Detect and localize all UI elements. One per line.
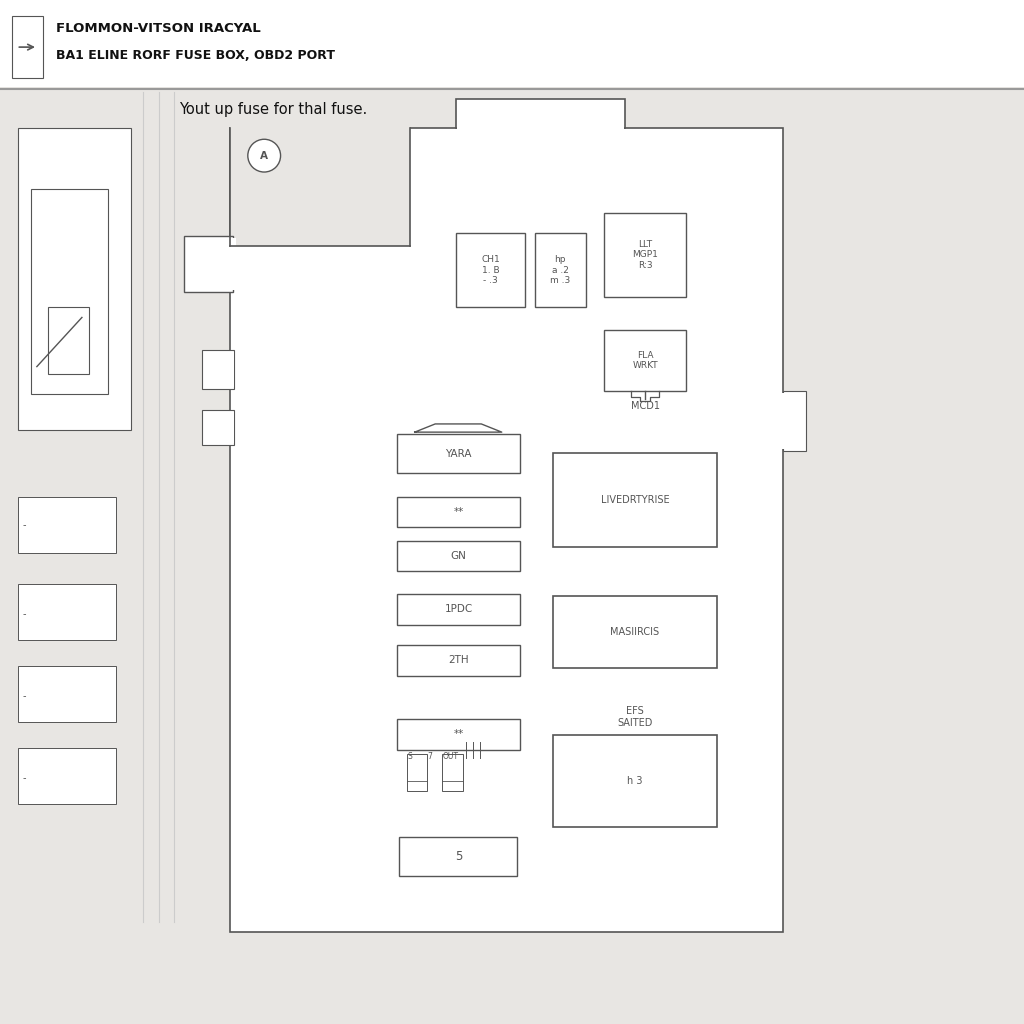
Text: hp
a .2
m .3: hp a .2 m .3 [550, 255, 570, 286]
Circle shape [248, 139, 281, 172]
Text: FLOMMON-VITSON IRACYAL: FLOMMON-VITSON IRACYAL [56, 23, 261, 35]
Bar [48, 307, 89, 374]
Text: 7: 7 [428, 753, 432, 761]
Bar [407, 754, 427, 791]
Bar [397, 541, 520, 571]
Text: MCD1: MCD1 [631, 401, 659, 412]
Bar [781, 393, 786, 449]
Bar [535, 233, 586, 307]
Text: Yout up fuse for thal fuse.: Yout up fuse for thal fuse. [179, 102, 368, 117]
Bar [18, 584, 116, 640]
Bar [184, 236, 233, 292]
Bar [442, 754, 463, 791]
Bar [553, 453, 717, 547]
Text: -: - [23, 773, 26, 783]
Bar [18, 666, 116, 722]
Bar [202, 350, 234, 389]
Bar [456, 99, 625, 128]
Bar [457, 124, 624, 130]
Text: S: S [408, 753, 412, 761]
Text: -: - [23, 520, 26, 530]
Text: EFS
SAITED: EFS SAITED [617, 706, 652, 728]
Polygon shape [415, 424, 502, 432]
Bar [31, 189, 108, 394]
Bar [229, 412, 234, 443]
Text: MASIIRCIS: MASIIRCIS [610, 627, 659, 637]
Bar [230, 126, 410, 246]
Bar [604, 213, 686, 297]
Text: BA1 ELINE RORF FUSE BOX, OBD2 PORT: BA1 ELINE RORF FUSE BOX, OBD2 PORT [56, 49, 335, 61]
Text: GN: GN [451, 551, 467, 561]
Text: LIVEDRTYRISE: LIVEDRTYRISE [600, 495, 670, 505]
Bar [18, 748, 116, 804]
Bar [456, 233, 525, 307]
Text: **: ** [454, 729, 464, 739]
Bar [397, 719, 520, 750]
Text: OUT: OUT [442, 753, 459, 761]
Bar [553, 735, 717, 827]
Text: YARA: YARA [445, 449, 472, 459]
Bar [18, 497, 116, 553]
Text: 2TH: 2TH [449, 655, 469, 666]
Bar [229, 352, 234, 387]
Text: A: A [260, 151, 268, 161]
Bar [12, 16, 43, 78]
Bar [0, 0, 1024, 87]
Text: 1PDC: 1PDC [444, 604, 473, 614]
Bar [18, 128, 131, 430]
Bar [397, 497, 520, 527]
Bar [230, 128, 783, 932]
Text: **: ** [454, 507, 464, 517]
Text: h 3: h 3 [627, 776, 643, 786]
Bar [202, 410, 234, 445]
Bar [229, 238, 236, 290]
Text: LLT
MGP1
R:3: LLT MGP1 R:3 [632, 240, 658, 270]
Bar [397, 645, 520, 676]
Text: CH1
1. B
- .3: CH1 1. B - .3 [481, 255, 500, 286]
Bar [397, 434, 520, 473]
Bar [604, 330, 686, 391]
Bar [783, 391, 806, 451]
Text: -: - [23, 691, 26, 701]
Bar [399, 837, 517, 876]
Text: FLA
WRKT: FLA WRKT [632, 351, 658, 370]
Text: -: - [23, 609, 26, 620]
Bar [553, 596, 717, 668]
Text: 5: 5 [455, 850, 463, 862]
Bar [397, 594, 520, 625]
